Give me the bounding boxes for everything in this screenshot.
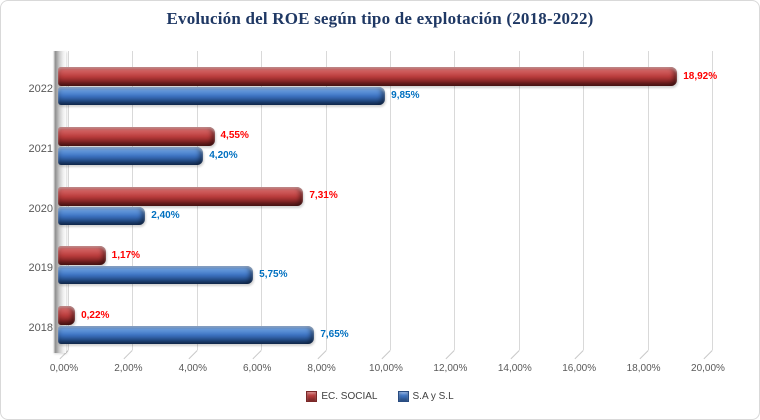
x-tick-mark [381, 350, 391, 360]
bar-ec-social-2021 [58, 126, 215, 146]
x-tick-label: 12,00% [433, 363, 468, 374]
x-tick-mark [639, 350, 649, 360]
bar-label-sa-sl-2018: 7,65% [320, 329, 349, 341]
legend-swatch-ec-social [306, 391, 318, 402]
legend-item-sa-sl: S.A y S.L [397, 391, 454, 402]
bar-ec-social-2018 [58, 306, 76, 326]
bar-sa-sl-2019 [58, 266, 254, 285]
x-tick-mark [252, 350, 262, 360]
x-tick-mark [188, 350, 198, 360]
legend-label: EC. SOCIAL [321, 391, 378, 402]
category-label-2019: 2019 [28, 262, 53, 275]
x-tick-label: 20,00% [691, 363, 725, 374]
legend-swatch-sa-sl [397, 391, 409, 402]
category-label-2021: 2021 [28, 142, 53, 155]
bar-label-sa-sl-2021: 4,20% [209, 149, 238, 161]
x-tick-label: 14,00% [497, 363, 532, 374]
bar-sa-sl-2018 [58, 326, 315, 345]
legend-item-ec-social: EC. SOCIAL [306, 391, 378, 402]
bar-label-sa-sl-2019: 5,75% [259, 269, 288, 281]
bar-label-sa-sl-2020: 2,40% [151, 209, 180, 221]
x-tick-label: 18,00% [626, 363, 661, 374]
bar-sa-sl-2021 [58, 146, 204, 165]
gridline [712, 51, 713, 350]
x-tick-label: 10,00% [369, 363, 403, 374]
category-label-2020: 2020 [28, 202, 53, 215]
x-tick-mark [510, 350, 520, 360]
gridline [325, 51, 327, 350]
bar-ec-social-2020 [58, 186, 304, 206]
legend: EC. SOCIAL S.A y S.L [1, 391, 759, 402]
bar-label-sa-sl-2022: 9,85% [391, 90, 420, 101]
bar-label-ec-social-2021: 4,55% [220, 130, 249, 142]
chart-title: Evolución del ROE según tipo de explotac… [166, 9, 594, 28]
bar-label-ec-social-2018: 0,22% [81, 309, 110, 321]
x-tick-mark [445, 350, 456, 360]
x-tick-label: 6,00% [243, 363, 272, 374]
x-tick-mark [123, 350, 134, 360]
x-tick-mark [703, 350, 713, 360]
gridline [518, 51, 520, 350]
x-tick-label: 2,00% [114, 363, 143, 374]
x-tick-mark [317, 350, 327, 360]
legend-label: S.A y S.L [412, 391, 454, 402]
gridline [390, 51, 391, 350]
x-tick-label: 8,00% [307, 363, 336, 374]
x-tick-mark [574, 350, 584, 360]
x-tick-label: 0,00% [49, 363, 79, 374]
bar-label-ec-social-2019: 1,17% [111, 249, 141, 261]
x-tick-label: 4,00% [178, 363, 207, 374]
bar-label-ec-social-2020: 7,31% [309, 190, 338, 202]
bar-ec-social-2019 [58, 246, 106, 266]
bar-label-ec-social-2022: 18,92% [683, 70, 718, 82]
gridline [647, 51, 649, 350]
x-tick-label: 16,00% [562, 363, 597, 374]
bar-ec-social-2022 [58, 67, 678, 86]
gridline [583, 51, 585, 350]
category-label-2022: 2022 [28, 83, 53, 95]
bar-sa-sl-2022 [58, 87, 386, 105]
bar-sa-sl-2020 [58, 206, 146, 225]
category-label-2018: 2018 [28, 322, 53, 335]
gridline [454, 51, 456, 350]
